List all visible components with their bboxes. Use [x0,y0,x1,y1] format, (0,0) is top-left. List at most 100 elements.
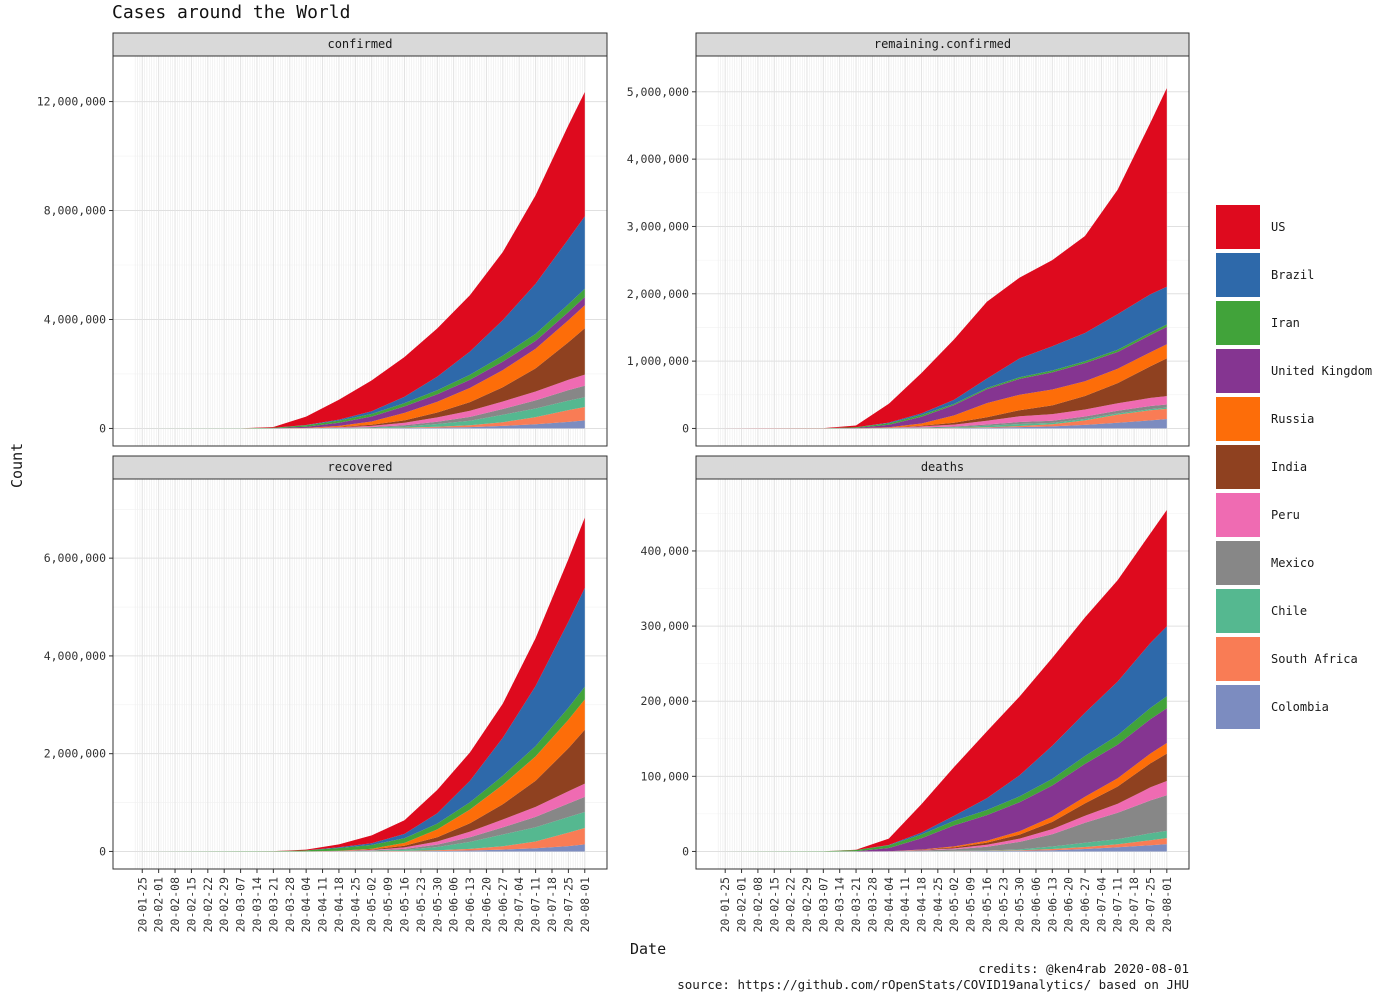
y-tick-label-deaths: 300,000 [641,619,690,633]
area-recovered-colombia [135,844,585,852]
legend-label-south-africa: South Africa [1271,652,1358,666]
legend-swatch-iran [1216,301,1260,345]
legend-item-colombia: Colombia [1216,683,1372,731]
facet-panel-deaths: deaths 0 100,000 200,000 300,000 400,000 20-01… [641,455,1190,932]
legend-swatch-russia [1216,397,1260,441]
x-tick-label-recovered: 20-02-15 [184,877,198,932]
area-remaining-confirmed-chile [718,407,1167,429]
area-remaining-confirmed-brazil [718,286,1167,429]
x-tick-label-deaths: 20-06-06 [1029,877,1043,932]
area-series-group-recovered [135,517,585,852]
area-series-group-deaths [718,510,1167,852]
x-tick-label-recovered: 20-05-09 [381,877,395,932]
area-remaining-confirmed-colombia [718,419,1167,429]
y-tick-label-remaining-confirmed: 2,000,000 [627,287,689,301]
x-tick-label-recovered: 20-05-02 [365,877,379,932]
legend-swatch-india [1216,445,1260,489]
x-tick-label-deaths: 20-05-30 [1013,877,1027,932]
x-tick-label-deaths: 20-08-01 [1160,877,1174,932]
y-tick-label-remaining-confirmed: 1,000,000 [627,354,689,368]
y-tick-label-deaths: 200,000 [641,694,690,708]
panel-border-remaining-confirmed [695,55,1190,447]
legend-swatch-us [1216,205,1260,249]
legend-item-south-africa: South Africa [1216,635,1372,683]
y-tick-label-recovered: 6,000,000 [44,551,106,565]
y-tick-label-deaths: 0 [682,844,689,858]
area-series-group-confirmed [135,92,585,429]
y-tick-label-remaining-confirmed: 3,000,000 [627,219,689,233]
legend-item-united-kingdom: United Kingdom [1216,347,1372,395]
area-recovered-us [135,517,585,852]
area-remaining-confirmed-india [718,358,1167,429]
x-tick-label-recovered: 20-06-13 [463,877,477,932]
panel-border-confirmed [112,55,608,447]
legend-item-chile: Chile [1216,587,1372,635]
x-tick-label-deaths: 20-07-04 [1094,877,1108,932]
x-tick-label-deaths: 20-07-25 [1144,877,1158,932]
x-tick-label-recovered: 20-03-14 [250,877,264,932]
area-deaths-mexico [718,795,1167,852]
area-remaining-confirmed-russia [718,344,1167,429]
legend-swatch-mexico [1216,541,1260,585]
legend-item-peru: Peru [1216,491,1372,539]
area-deaths-india [718,753,1167,852]
facet-panel-confirmed: confirmed 0 4,000,000 8,000,000 12,000,000 [37,32,608,447]
x-tick-label-deaths: 20-05-02 [947,877,961,932]
x-tick-label-deaths: 20-06-27 [1078,877,1092,932]
x-tick-label-recovered: 20-04-25 [348,877,362,932]
legend-swatch-brazil [1216,253,1260,297]
legend-label-united-kingdom: United Kingdom [1271,364,1373,378]
x-tick-label-recovered: 20-07-04 [512,877,526,932]
legend-item-iran: Iran [1216,299,1372,347]
x-tick-label-deaths: 20-06-13 [1045,877,1059,932]
legend-swatch-chile [1216,589,1260,633]
legend-swatch-south-africa [1216,637,1260,681]
x-tick-label-deaths: 20-07-11 [1111,877,1125,932]
legend-swatch-peru [1216,493,1260,537]
area-deaths-united-kingdom [718,708,1167,852]
credits-caption: credits: @ken4rab 2020-08-01 [978,961,1189,976]
area-confirmed-colombia [135,420,585,429]
legend-label-brazil: Brazil [1271,268,1315,282]
legend-swatch-united-kingdom [1216,349,1260,393]
x-axis-label: Date [630,940,667,958]
x-tick-label-recovered: 20-03-28 [283,877,297,932]
x-tick-label-recovered: 20-04-04 [299,877,313,932]
y-tick-label-confirmed: 0 [99,421,106,435]
x-tick-label-recovered: 20-08-01 [578,877,592,932]
y-axis-label-wrapper: Count [6,440,26,500]
x-tick-label-deaths: 20-02-29 [800,877,814,932]
x-tick-label-recovered: 20-02-08 [168,877,182,932]
x-tick-label-deaths: 20-05-23 [996,877,1010,932]
y-tick-label-confirmed: 8,000,000 [44,204,106,218]
area-remaining-confirmed-peru [718,396,1167,429]
source-caption: source: https://github.com/rOpenStats/CO… [677,977,1189,992]
legend-label-colombia: Colombia [1271,700,1329,714]
area-confirmed-peru [135,374,585,429]
x-tick-label-recovered: 20-05-30 [430,877,444,932]
facet-panel-remaining-confirmed: remaining.confirmed 0 1,000,000 2,000,000 3,… [627,32,1190,447]
legend-item-brazil: Brazil [1216,251,1372,299]
legend-item-us: US [1216,203,1372,251]
y-tick-label-remaining-confirmed: 4,000,000 [627,152,689,166]
legend-swatch-colombia [1216,685,1260,729]
x-tick-label-recovered: 20-05-16 [398,877,412,932]
y-tick-label-recovered: 0 [99,844,106,858]
area-remaining-confirmed-us [718,88,1167,429]
x-tick-label-recovered: 20-02-29 [217,877,231,932]
y-tick-label-recovered: 2,000,000 [44,747,106,761]
legend-label-chile: Chile [1271,604,1308,618]
x-tick-label-recovered: 20-06-20 [479,877,493,932]
y-axis-label: Count [8,442,26,488]
x-tick-label-deaths: 20-02-22 [784,877,798,932]
x-tick-label-deaths: 20-04-11 [898,877,912,932]
panel-border-recovered [112,478,608,870]
x-tick-label-recovered: 20-07-25 [561,877,575,932]
area-recovered-peru [135,783,585,852]
area-recovered-chile [135,812,585,852]
x-tick-label-deaths: 20-03-14 [833,877,847,932]
facet-title-deaths: deaths [921,460,964,474]
x-tick-label-recovered: 20-03-07 [234,877,248,932]
facet-title-recovered: recovered [327,460,392,474]
area-remaining-confirmed-mexico [718,404,1167,429]
